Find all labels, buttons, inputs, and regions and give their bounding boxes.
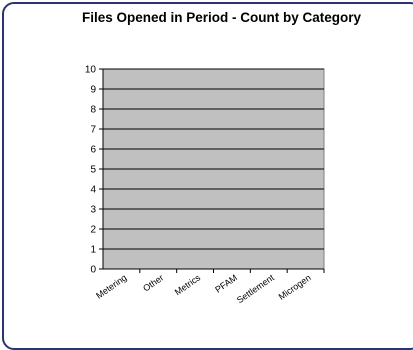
y-axis-ticks: 0 1 2 3 4 5 6 7 8 9 10 (85, 65, 97, 276)
x-tick-label: Other (141, 272, 165, 293)
y-tick-label: 1 (90, 245, 96, 256)
x-tick-label: Microgen (277, 272, 313, 301)
chart-title: Files Opened in Period - Count by Catego… (82, 10, 362, 25)
y-tick-label: 4 (90, 185, 96, 196)
x-tick-label: PFAM (213, 272, 239, 294)
x-tick-label: Settlement (235, 272, 276, 305)
gridlines (99, 68, 324, 270)
x-tick-label: Metrics (173, 272, 203, 297)
y-tick-label: 0 (90, 265, 96, 276)
x-tick-label: Metering (94, 272, 128, 300)
y-tick-label: 8 (90, 105, 96, 116)
y-tick-label: 2 (90, 225, 96, 236)
y-tick-label: 6 (90, 145, 96, 156)
y-tick-label: 7 (90, 125, 96, 136)
y-tick-label: 10 (85, 65, 97, 76)
y-tick-label: 5 (90, 165, 96, 176)
chart-svg: 0 1 2 3 4 5 6 7 8 9 10 Metering Other Metrics PFAMSet… (85, 65, 325, 305)
y-tick-label: 9 (90, 85, 96, 96)
y-tick-label: 3 (90, 205, 96, 216)
